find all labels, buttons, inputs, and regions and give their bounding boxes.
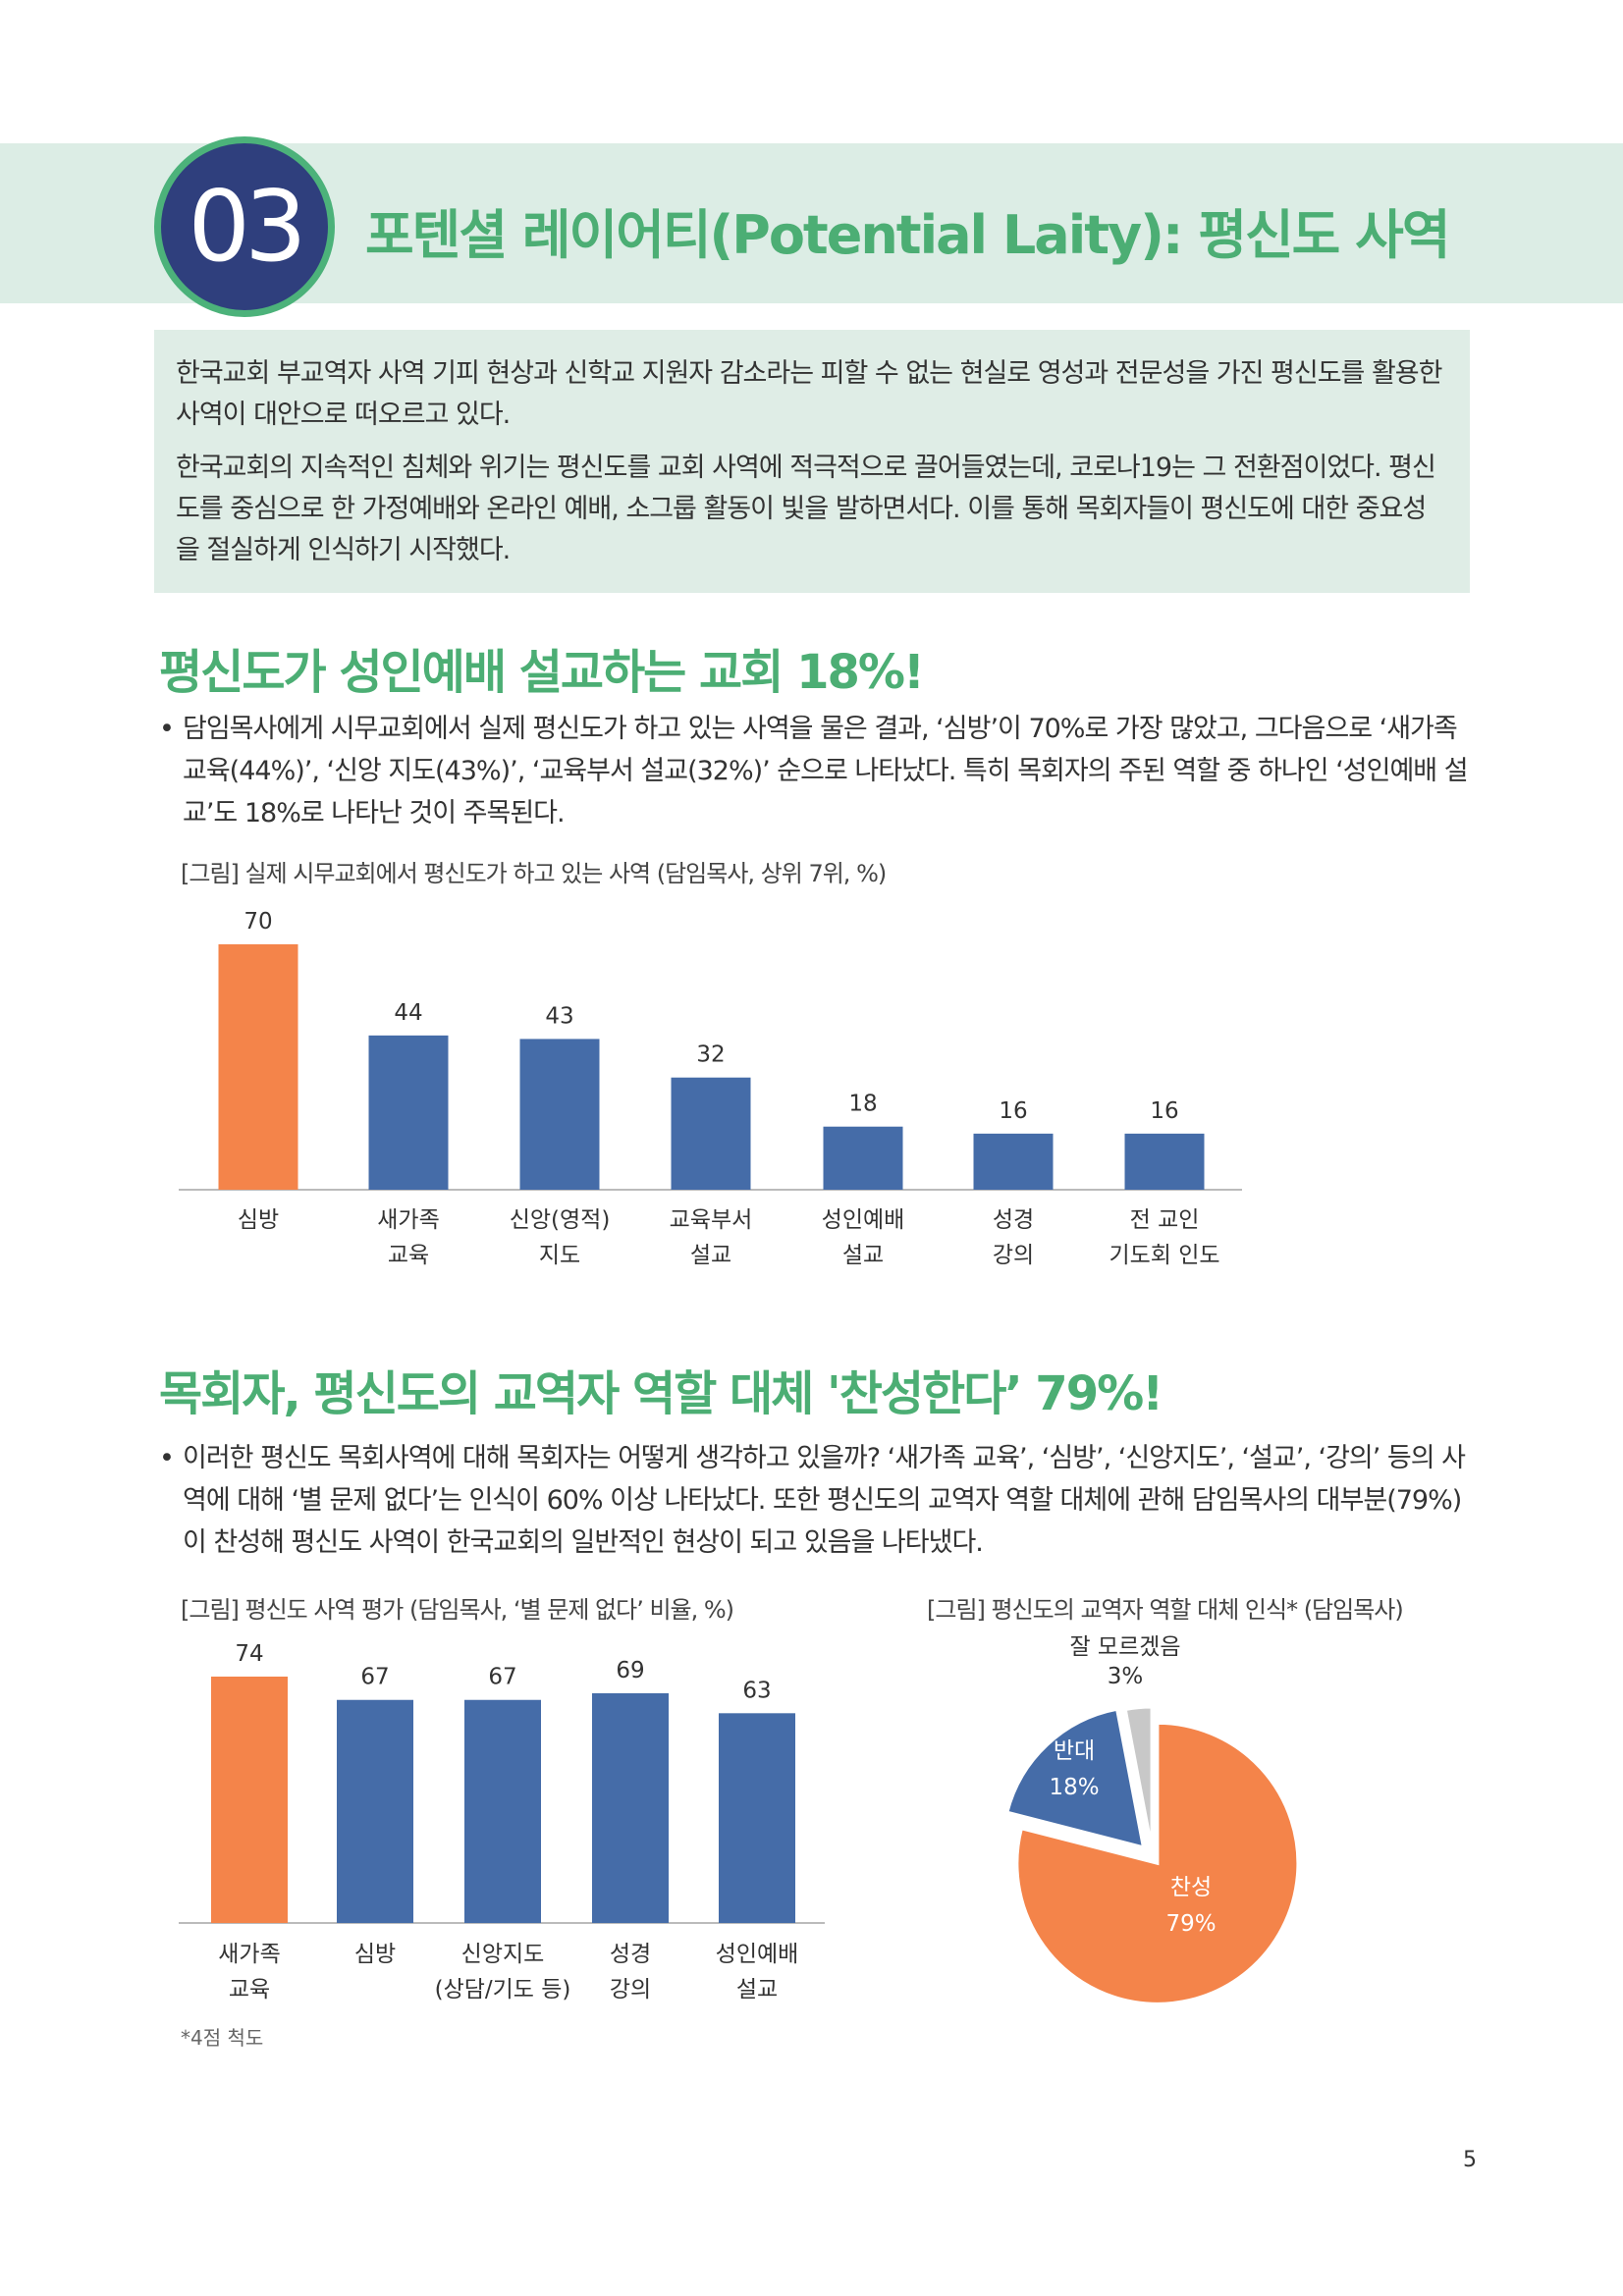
category-label: 강의 xyxy=(993,1243,1034,1268)
category-label: 새가족 xyxy=(377,1207,439,1233)
chart3-caption: [그림] 평신도의 교역자 역할 대체 인식* (담임목사) xyxy=(927,1596,1404,1624)
category-label: 설교 xyxy=(842,1243,884,1268)
category-label: 성경 xyxy=(993,1207,1034,1233)
category-label: 교육부서 xyxy=(670,1207,753,1233)
bar xyxy=(1124,1133,1205,1190)
bar xyxy=(719,1713,795,1923)
chart3-pie: 찬성 79% 반대 18% 잘 모르겠음 3% xyxy=(1005,1634,1300,2005)
data-label: 32 xyxy=(696,1042,725,1068)
category-label: 신앙지도 xyxy=(461,1942,545,1967)
chart1-caption: [그림] 실제 시무교회에서 평신도가 하고 있는 사역 (담임목사, 상위 7… xyxy=(181,860,887,887)
data-label: 18 xyxy=(848,1092,877,1117)
heading-2: 목회자, 평신도의 교역자 역할 대체 '찬성한다’ 79%! xyxy=(159,1366,1163,1421)
bar xyxy=(823,1126,903,1190)
bullet-1: 담임목사에게 시무교회에서 실제 평신도가 하고 있는 사역을 물은 결과, ‘… xyxy=(159,708,1475,834)
bar xyxy=(671,1077,751,1190)
slice-label: 찬성 xyxy=(1170,1875,1212,1900)
pie-slice xyxy=(1005,1707,1146,1849)
heading-1: 평신도가 성인예배 설교하는 교회 18%! xyxy=(159,645,925,700)
data-label: 67 xyxy=(360,1665,389,1690)
category-label: 심방 xyxy=(354,1942,396,1967)
data-label: 16 xyxy=(1150,1098,1178,1124)
category-label: 성경 xyxy=(610,1942,651,1967)
category-label: (상담/기도 등) xyxy=(435,1977,571,2002)
category-label: 설교 xyxy=(690,1243,731,1268)
data-label: 69 xyxy=(616,1658,644,1683)
category-label: 심방 xyxy=(238,1207,279,1233)
category-label: 교육 xyxy=(229,1977,270,2002)
data-label: 70 xyxy=(243,909,272,934)
slice-value: 18% xyxy=(1049,1775,1099,1800)
data-label: 67 xyxy=(488,1665,516,1690)
data-label: 63 xyxy=(742,1678,771,1703)
bar xyxy=(592,1692,669,1923)
category-label: 새가족 xyxy=(218,1942,280,1967)
intro-paragraph: 한국교회 부교역자 사역 기피 현상과 신학교 지원자 감소라는 피할 수 없는… xyxy=(176,358,1442,430)
pie-slice xyxy=(1123,1705,1154,1848)
bar xyxy=(218,944,298,1190)
bar xyxy=(464,1699,541,1923)
category-label: 성인예배 xyxy=(822,1207,905,1233)
bullet-2: 이러한 평신도 목회사역에 대해 목회자는 어떻게 생각하고 있을까? ‘새가족… xyxy=(159,1437,1475,1564)
data-label: 43 xyxy=(545,1003,573,1029)
slice-label: 잘 모르겠음 xyxy=(1069,1634,1180,1660)
bar xyxy=(368,1035,449,1190)
bar xyxy=(211,1677,288,1923)
intro-paragraph: 한국교회의 지속적인 침체와 위기는 평신도를 교회 사역에 적극적으로 끌어들… xyxy=(176,453,1436,565)
slice-value: 79% xyxy=(1165,1911,1216,1937)
category-label: 성인예배 xyxy=(716,1942,799,1967)
category-label: 설교 xyxy=(736,1977,778,2002)
intro-box: 한국교회 부교역자 사역 기피 현상과 신학교 지원자 감소라는 피할 수 없는… xyxy=(154,330,1470,593)
bar xyxy=(337,1699,413,1923)
category-label: 전 교인 xyxy=(1130,1207,1200,1233)
category-label: 기도회 인도 xyxy=(1109,1243,1219,1268)
page-number: 5 xyxy=(1463,2148,1477,2172)
category-label: 강의 xyxy=(610,1977,651,2002)
slice-value: 3% xyxy=(1108,1664,1144,1689)
footnote: *4점 척도 xyxy=(181,2026,264,2050)
section-number-badge: 03 xyxy=(154,136,335,317)
category-label: 지도 xyxy=(539,1243,580,1268)
pie-slice xyxy=(1015,1721,1300,2005)
category-label: 신앙(영적) xyxy=(510,1207,611,1233)
chart2-caption: [그림] 평신도 사역 평가 (담임목사, ‘별 문제 없다’ 비율, %) xyxy=(181,1596,734,1624)
data-label: 74 xyxy=(235,1641,263,1667)
category-label: 교육 xyxy=(388,1243,429,1268)
section-title: 포텐셜 레이어티(Potential Laity): 평신도 사역 xyxy=(365,204,1451,266)
slice-label: 반대 xyxy=(1054,1738,1095,1764)
bar xyxy=(973,1133,1054,1190)
bar xyxy=(519,1039,600,1190)
data-label: 16 xyxy=(999,1098,1027,1124)
data-label: 44 xyxy=(394,1000,422,1026)
